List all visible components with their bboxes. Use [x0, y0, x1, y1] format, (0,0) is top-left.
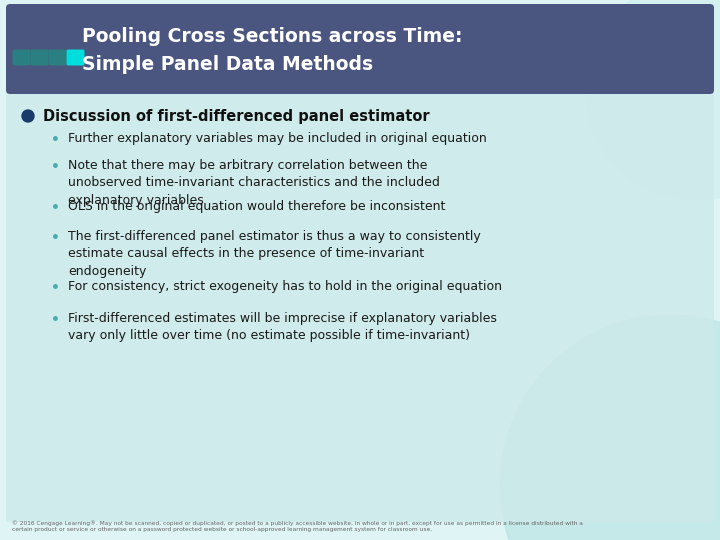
- Circle shape: [500, 315, 720, 540]
- Text: •: •: [50, 133, 60, 147]
- FancyBboxPatch shape: [6, 4, 714, 94]
- Text: Simple Panel Data Methods: Simple Panel Data Methods: [82, 55, 373, 73]
- Circle shape: [22, 110, 34, 122]
- Text: The first-differenced panel estimator is thus a way to consistently
estimate cau: The first-differenced panel estimator is…: [68, 230, 481, 278]
- Text: © 2016 Cengage Learning®. May not be scanned, copied or duplicated, or posted to: © 2016 Cengage Learning®. May not be sca…: [12, 520, 583, 532]
- Text: Pooling Cross Sections across Time:: Pooling Cross Sections across Time:: [82, 28, 462, 46]
- Text: First-differenced estimates will be imprecise if explanatory variables
vary only: First-differenced estimates will be impr…: [68, 312, 497, 342]
- FancyBboxPatch shape: [66, 50, 84, 65]
- Text: •: •: [50, 201, 60, 215]
- Text: OLS in the original equation would therefore be inconsistent: OLS in the original equation would there…: [68, 200, 446, 213]
- FancyBboxPatch shape: [30, 50, 48, 65]
- FancyBboxPatch shape: [12, 50, 30, 65]
- FancyBboxPatch shape: [6, 89, 714, 522]
- Text: •: •: [50, 231, 60, 245]
- Text: Further explanatory variables may be included in original equation: Further explanatory variables may be inc…: [68, 132, 487, 145]
- Text: Note that there may be arbitrary correlation between the
unobserved time-invaria: Note that there may be arbitrary correla…: [68, 159, 440, 207]
- Text: •: •: [50, 313, 60, 327]
- Text: •: •: [50, 160, 60, 174]
- FancyBboxPatch shape: [48, 50, 66, 65]
- Text: •: •: [50, 281, 60, 295]
- Text: For consistency, strict exogeneity has to hold in the original equation: For consistency, strict exogeneity has t…: [68, 280, 502, 293]
- Circle shape: [585, 0, 720, 200]
- Text: Discussion of first-differenced panel estimator: Discussion of first-differenced panel es…: [43, 109, 430, 124]
